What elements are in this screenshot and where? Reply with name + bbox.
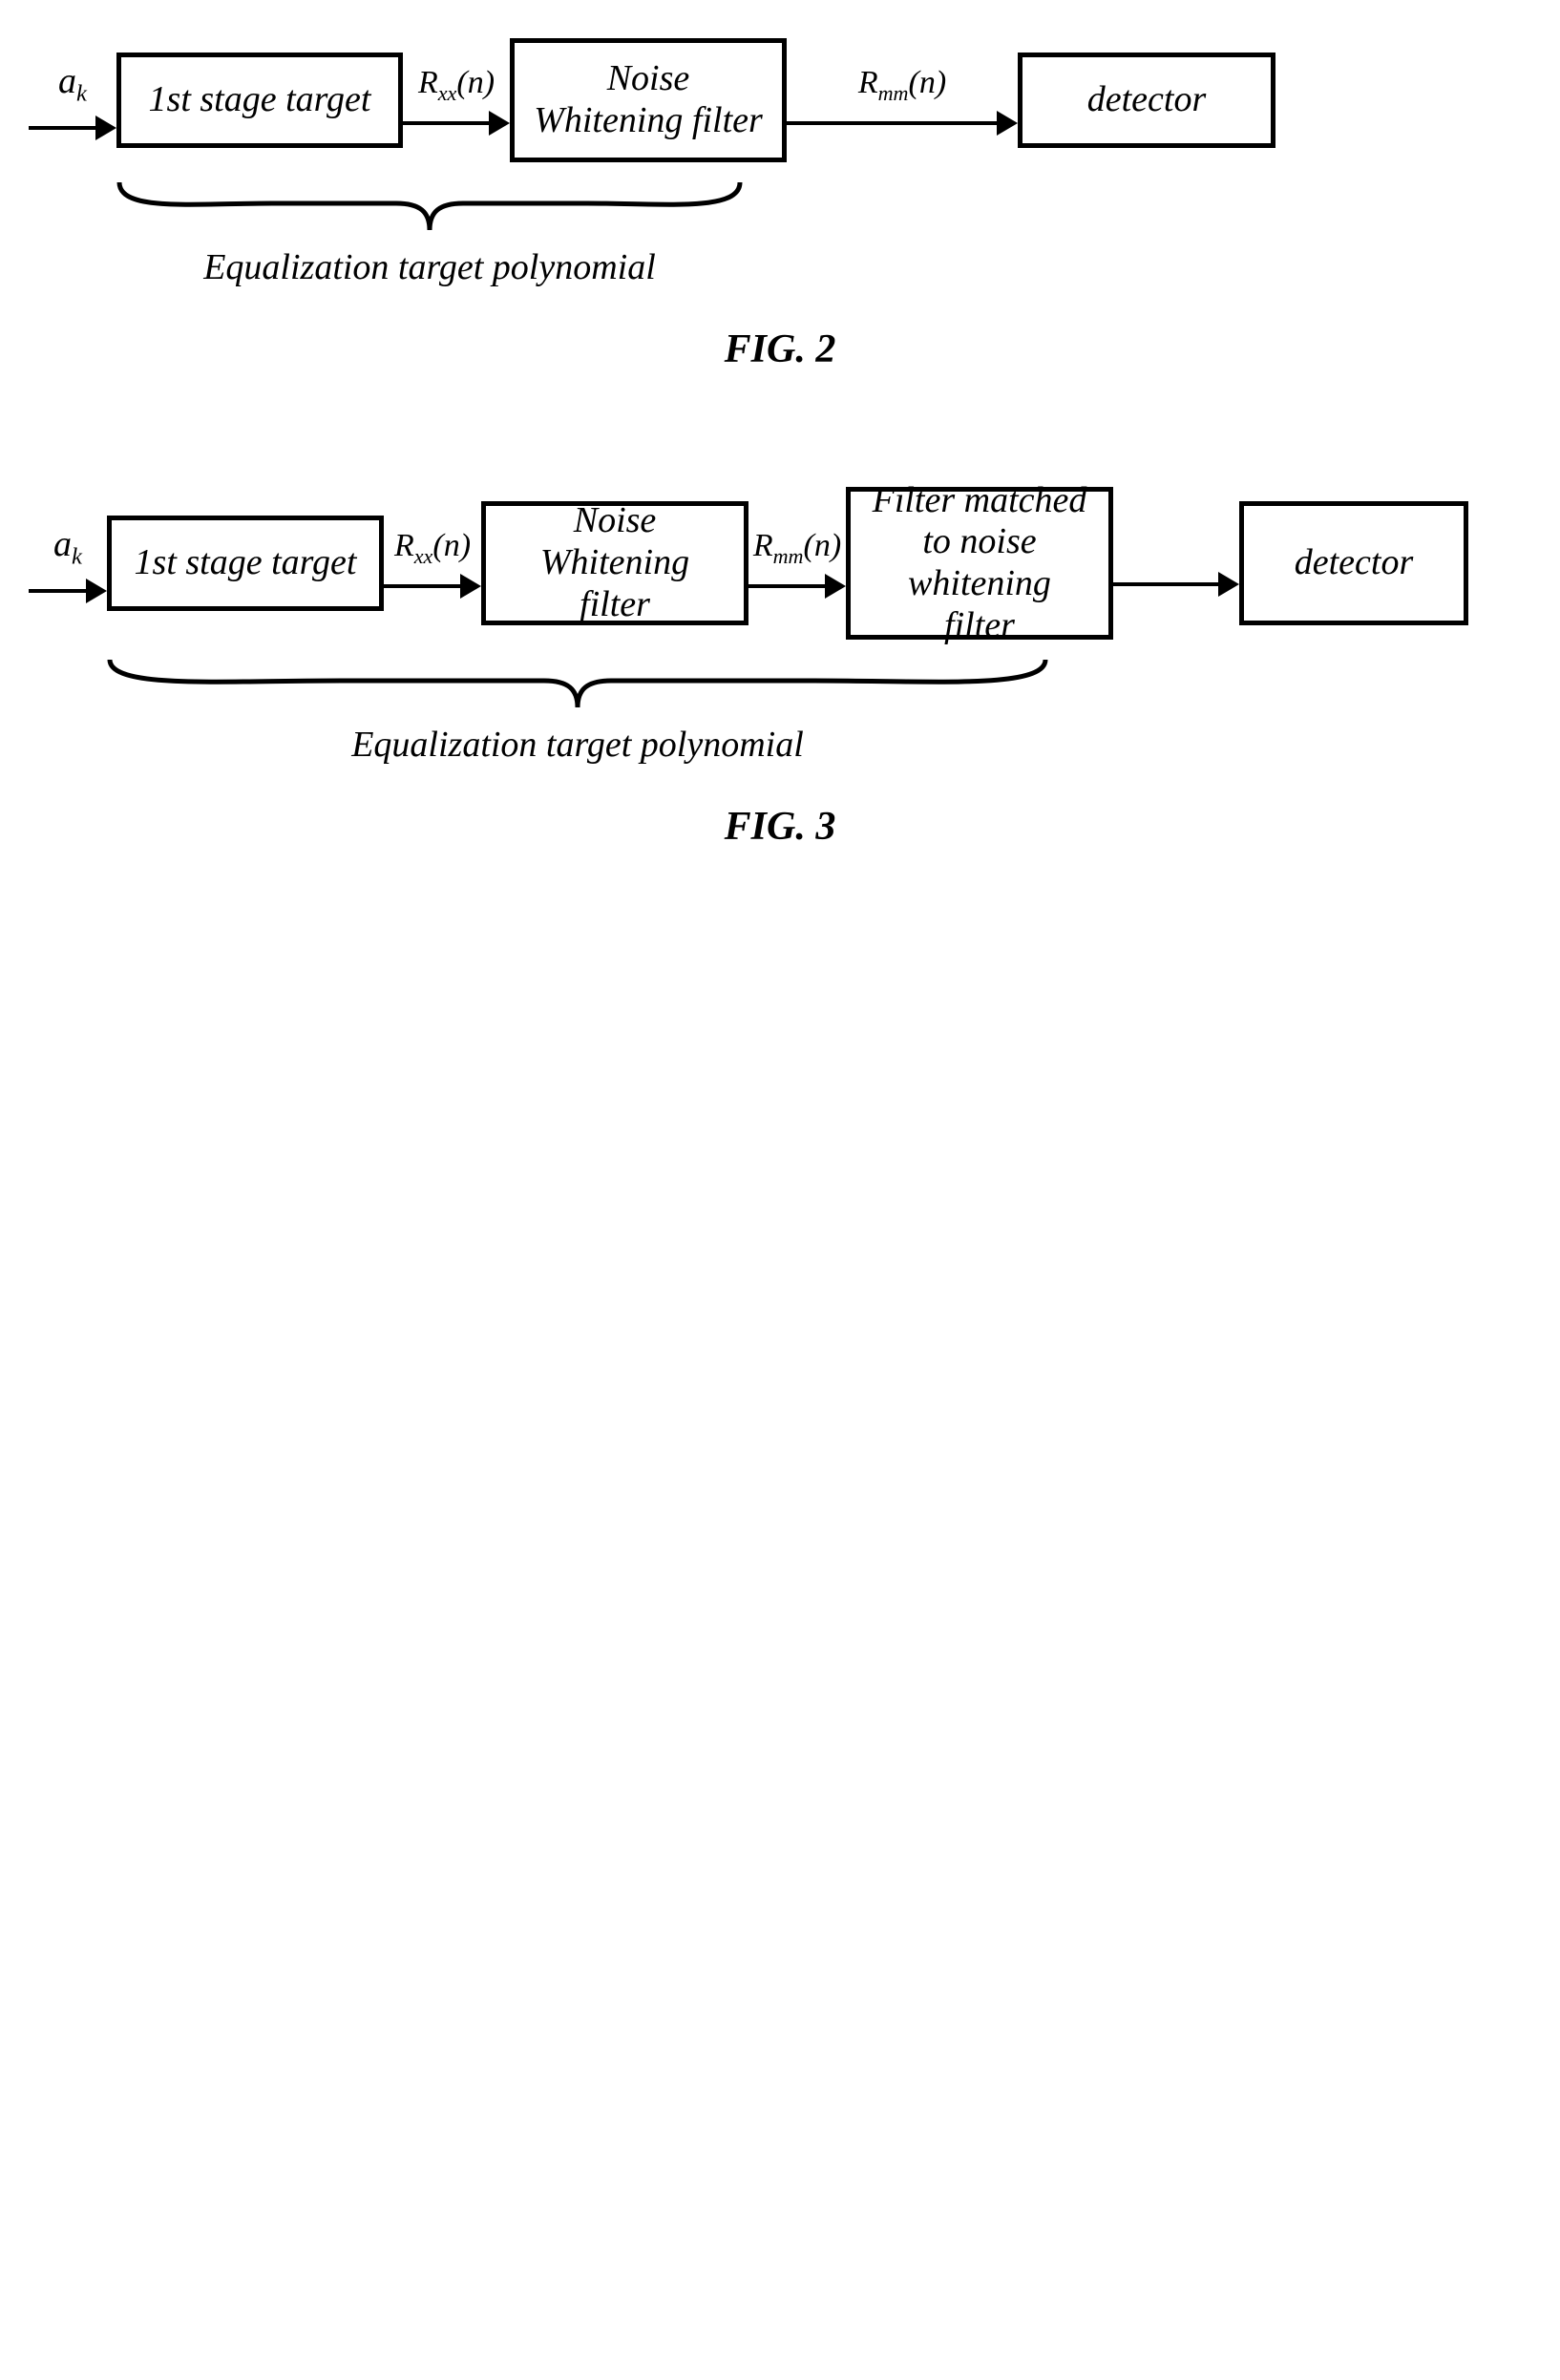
figure-3: ak 1st stage target Rxx(n) NoiseWhitenin… bbox=[29, 487, 1531, 850]
fig3-block-detector: detector bbox=[1239, 501, 1468, 625]
fig2-input: ak bbox=[29, 60, 116, 140]
arrow-head-icon bbox=[460, 574, 481, 599]
arrow-line bbox=[29, 126, 95, 130]
fig3-block-matched-filter: Filter matchedto noisewhitening filter bbox=[846, 487, 1113, 640]
fig2-chain: ak 1st stage target Rxx(n) NoiseWhitenin… bbox=[29, 38, 1531, 162]
arrow-line bbox=[29, 589, 86, 593]
arrow-head-icon bbox=[1218, 572, 1239, 597]
arrow-line bbox=[1113, 582, 1218, 586]
arrow-head-icon bbox=[825, 574, 846, 599]
fig2-input-label: ak bbox=[58, 60, 87, 108]
arrow-line bbox=[403, 121, 489, 125]
fig3-signal-rmm: Rmm(n) bbox=[748, 528, 846, 600]
fig3-arrow-to-detector bbox=[1113, 530, 1239, 597]
fig2-block-noise-whitening: NoiseWhitening filter bbox=[510, 38, 787, 162]
fig3-caption: FIG. 3 bbox=[29, 804, 1531, 850]
arrow-icon bbox=[403, 111, 510, 136]
fig2-brace: Equalization target polynomial bbox=[115, 178, 745, 288]
figure-2: ak 1st stage target Rxx(n) NoiseWhitenin… bbox=[29, 38, 1531, 372]
arrow-icon bbox=[29, 579, 107, 603]
fig3-block-1st-stage: 1st stage target bbox=[107, 516, 384, 611]
fig3-block-noise-whitening: NoiseWhitening filter bbox=[481, 501, 748, 625]
arrow-icon bbox=[1113, 572, 1239, 597]
fig3-rxx-label: Rxx(n) bbox=[394, 528, 471, 569]
fig2-caption: FIG. 2 bbox=[29, 326, 1531, 372]
fig3-input-label: ak bbox=[53, 523, 82, 571]
fig3-signal-rxx: Rxx(n) bbox=[384, 528, 481, 600]
arrow-line bbox=[748, 584, 825, 588]
brace-icon bbox=[105, 655, 1050, 712]
fig3-rmm-label: Rmm(n) bbox=[753, 528, 841, 569]
spacer bbox=[1172, 530, 1181, 566]
arrow-head-icon bbox=[86, 579, 107, 603]
arrow-icon bbox=[29, 116, 116, 140]
fig2-block-1st-stage: 1st stage target bbox=[116, 53, 403, 148]
fig2-brace-label: Equalization target polynomial bbox=[115, 246, 745, 288]
fig2-rxx-label: Rxx(n) bbox=[418, 65, 495, 106]
arrow-icon bbox=[384, 574, 481, 599]
arrow-line bbox=[384, 584, 460, 588]
fig3-brace-label: Equalization target polynomial bbox=[105, 724, 1050, 766]
arrow-head-icon bbox=[997, 111, 1018, 136]
fig3-brace: Equalization target polynomial bbox=[105, 655, 1050, 766]
arrow-icon bbox=[787, 111, 1018, 136]
arrow-line bbox=[787, 121, 997, 125]
brace-icon bbox=[115, 178, 745, 235]
arrow-icon bbox=[748, 574, 846, 599]
fig3-input: ak bbox=[29, 523, 107, 603]
arrow-head-icon bbox=[95, 116, 116, 140]
fig2-signal-rmm: Rmm(n) bbox=[787, 65, 1018, 137]
fig2-block-detector: detector bbox=[1018, 53, 1275, 148]
fig2-signal-rxx: Rxx(n) bbox=[403, 65, 510, 137]
fig2-rmm-label: Rmm(n) bbox=[858, 65, 946, 106]
fig3-chain: ak 1st stage target Rxx(n) NoiseWhitenin… bbox=[29, 487, 1531, 640]
arrow-head-icon bbox=[489, 111, 510, 136]
